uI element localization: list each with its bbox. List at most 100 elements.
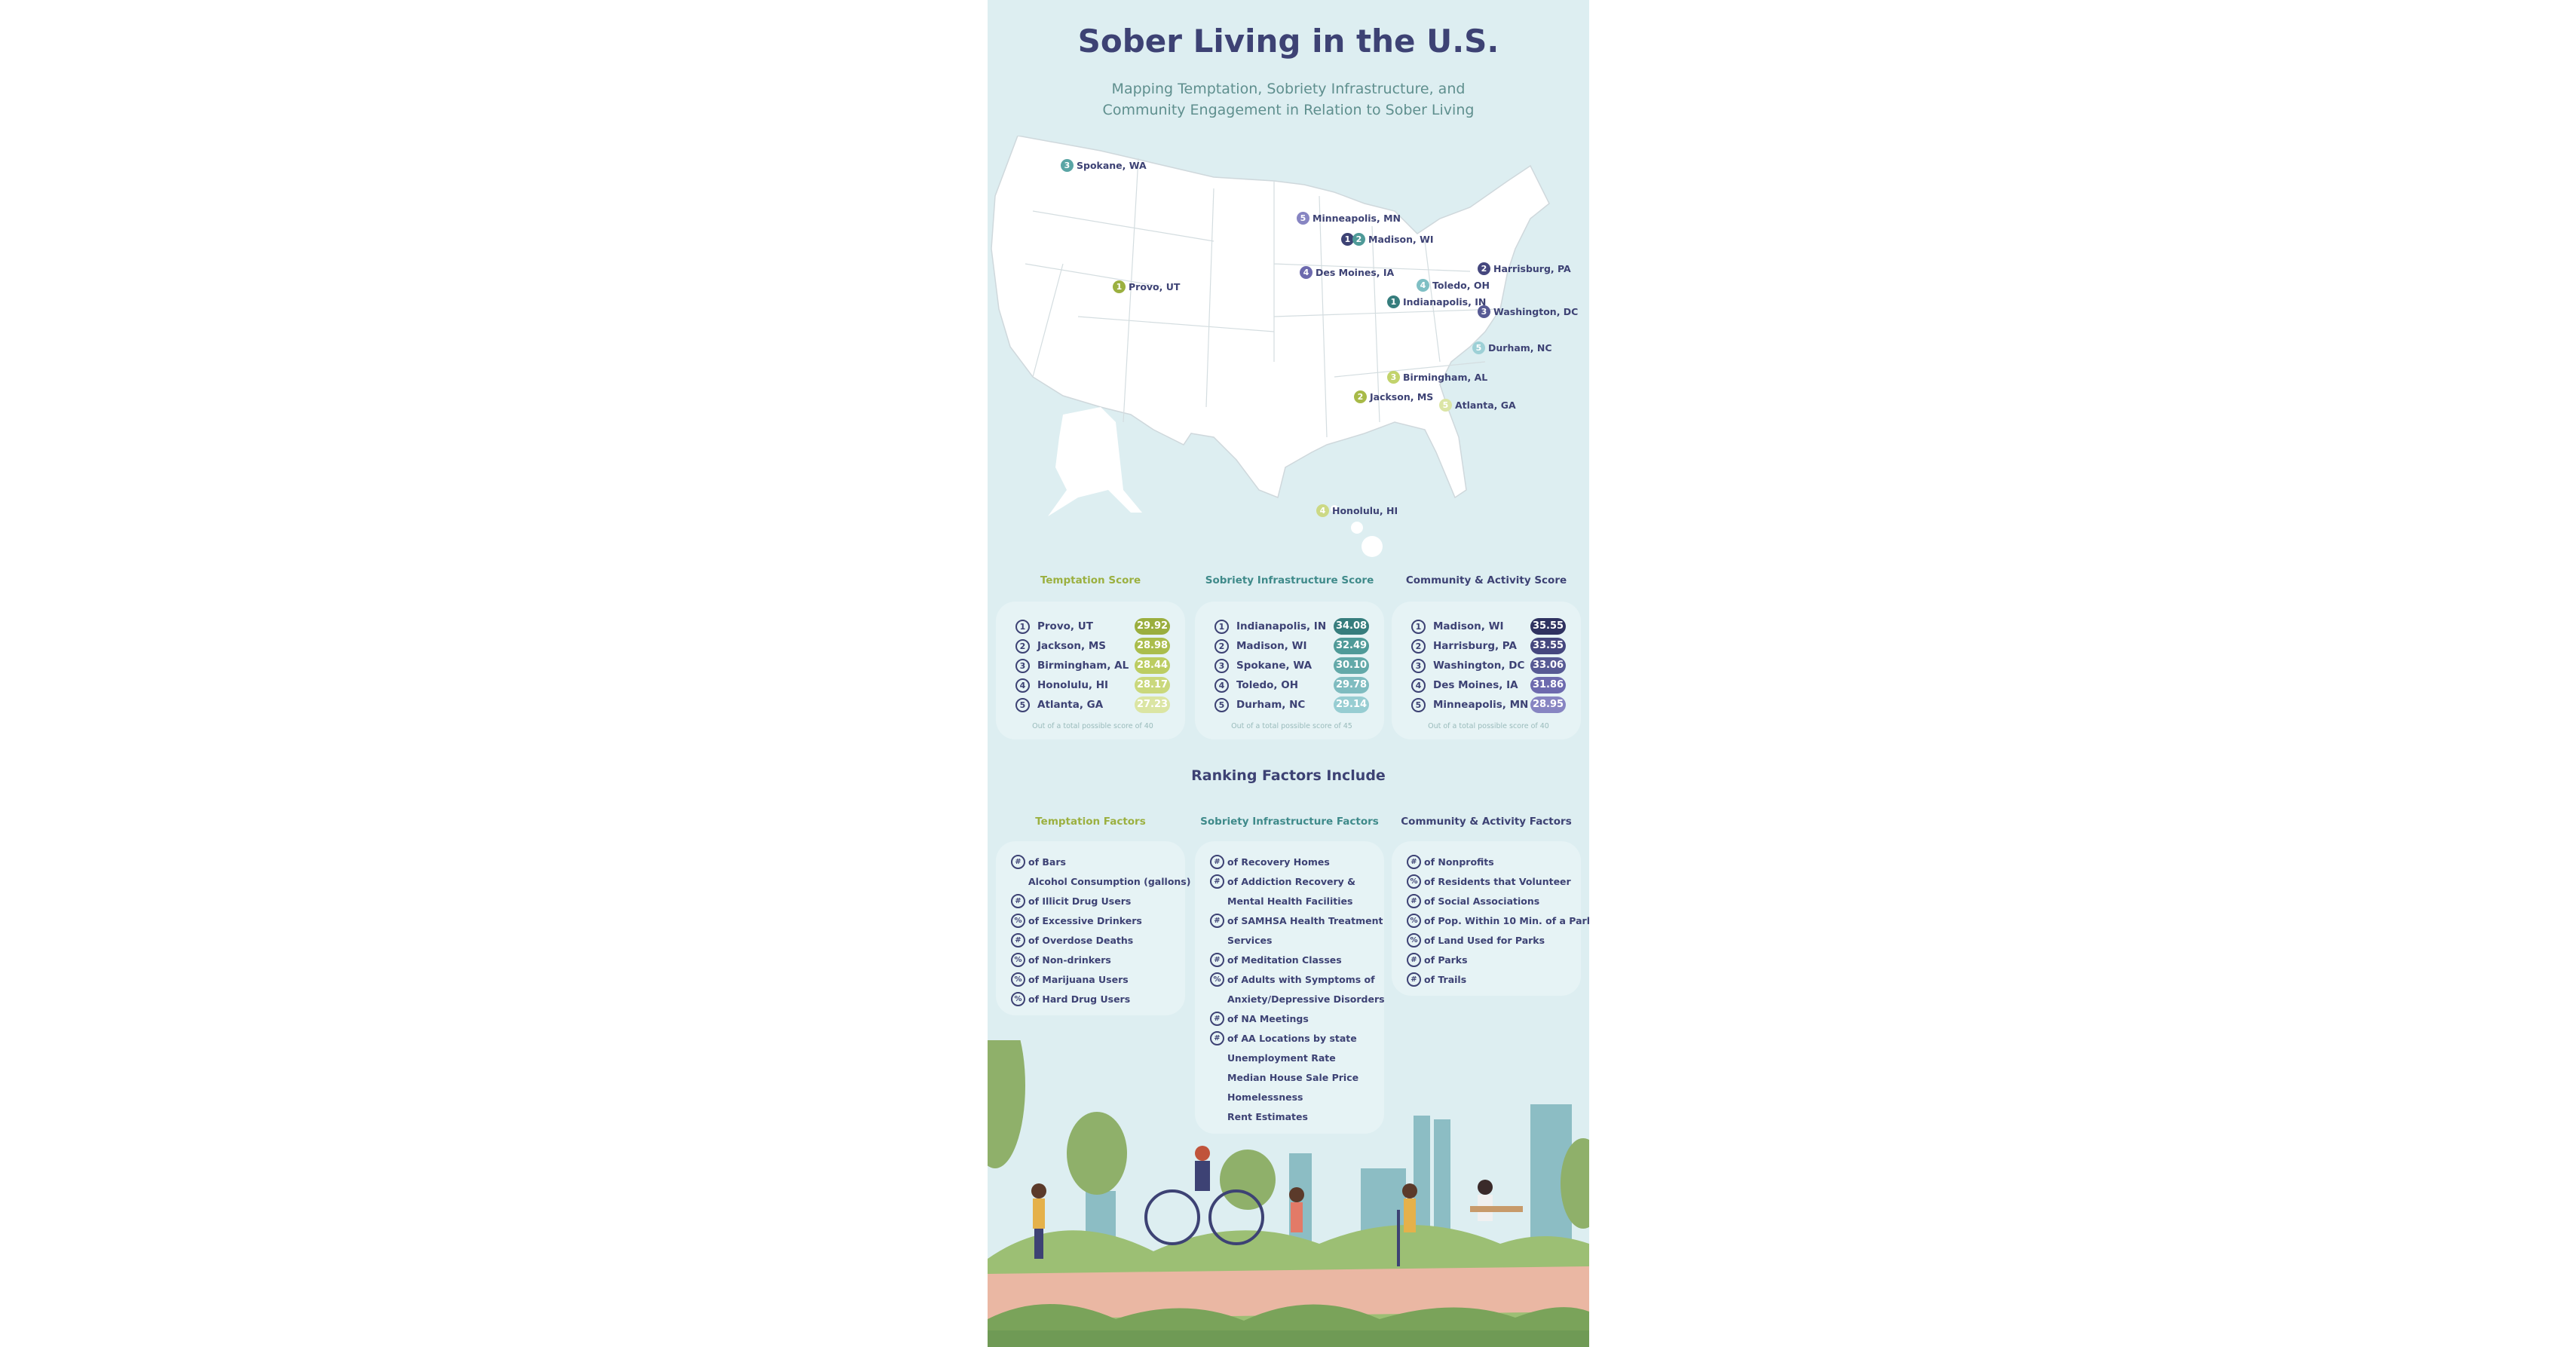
factor-text: of SAMHSA Health Treatment	[1227, 914, 1383, 926]
subtitle-line: Mapping Temptation, Sobriety Infrastruct…	[1111, 81, 1466, 97]
score-badge: 35.55	[1530, 618, 1566, 635]
pin-label: Durham, NC	[1488, 342, 1552, 354]
alaska-shape	[1048, 407, 1142, 516]
map-pin: 5 Durham, NC	[1472, 341, 1552, 354]
factor-item: # of NA Meetings	[1210, 1009, 1381, 1028]
number-sign-icon: #	[1210, 874, 1224, 889]
score-heading: Community & Activity Score	[1405, 574, 1567, 586]
number-sign-icon: #	[1011, 893, 1025, 908]
score-badge: 30.10	[1334, 657, 1369, 674]
city-name: Atlanta, GA	[1037, 699, 1104, 711]
rank-badge: 5	[1472, 341, 1485, 354]
map-pin: 4 Des Moines, IA	[1300, 266, 1394, 279]
rank-badge: 1	[1113, 280, 1126, 293]
rank-number: 5	[1411, 697, 1426, 712]
rank-number: 4	[1214, 678, 1229, 693]
pin-label: Harrisburg, PA	[1493, 263, 1571, 274]
pin-label: Toledo, OH	[1432, 280, 1490, 291]
score-row: 2 Jackson, MS 28.98	[1015, 636, 1170, 656]
pin-label: Des Moines, IA	[1316, 267, 1395, 278]
percent-icon: %	[1210, 972, 1224, 987]
tree	[1220, 1150, 1276, 1210]
score-note: Out of a total possible score of 40	[1032, 722, 1153, 730]
rank-number: 1	[1411, 619, 1426, 634]
rank-badge: 4	[1300, 266, 1313, 279]
number-sign-icon: #	[1407, 854, 1421, 869]
factors-heading: Community & Activity Factors	[1401, 816, 1572, 828]
state-lines	[1025, 158, 1501, 438]
score-row: 2 Madison, WI 32.49	[1214, 636, 1369, 656]
score-badge: 27.23	[1135, 696, 1170, 713]
number-sign-icon: #	[1407, 893, 1421, 908]
factor-text: of Addiction Recovery &	[1227, 875, 1356, 887]
score-card: 1 Madison, WI 35.55 2 Harrisburg, PA 33.55 3 Wa…	[1392, 602, 1581, 739]
tree	[1067, 1112, 1127, 1195]
score-row: 5 Atlanta, GA 27.23	[1015, 695, 1170, 715]
percent-icon: %	[1407, 932, 1421, 947]
score-row: 4 Honolulu, HI 28.17	[1015, 675, 1170, 695]
score-row: 5 Durham, NC 29.14	[1214, 695, 1369, 715]
factor-text: of Parks	[1424, 954, 1468, 966]
factor-item: # of Addiction Recovery &	[1210, 871, 1381, 891]
map-pin: 3 Spokane, WA	[1061, 159, 1147, 172]
rank-number: 4	[1015, 678, 1030, 693]
map-pin: 5 Minneapolis, MN	[1297, 212, 1401, 225]
factor-text: of Adults with Symptoms of	[1227, 973, 1375, 985]
score-note: Out of a total possible score of 45	[1231, 722, 1352, 730]
page-title: Sober Living in the U.S.	[1077, 23, 1499, 60]
score-badge: 29.92	[1135, 618, 1170, 635]
score-badge: 31.86	[1530, 677, 1566, 693]
factor-text: Median House Sale Price	[1227, 1071, 1359, 1083]
factor-text: of Land Used for Parks	[1424, 934, 1545, 946]
park-illustration	[988, 1040, 1589, 1347]
city-name: Des Moines, IA	[1433, 679, 1518, 691]
factor-text: of Illicit Drug Users	[1028, 895, 1132, 907]
score-badge: 28.44	[1135, 657, 1170, 674]
factor-item: # of Nonprofits	[1407, 852, 1578, 871]
path	[988, 1266, 1589, 1319]
pin-label: Minneapolis, MN	[1313, 213, 1401, 224]
pin-label: Spokane, WA	[1077, 160, 1147, 171]
score-row: 4 Des Moines, IA 31.86	[1411, 675, 1566, 695]
city-name: Jackson, MS	[1037, 640, 1107, 652]
city-name: Madison, WI	[1236, 640, 1307, 652]
factor-item: Median House Sale Price	[1210, 1067, 1381, 1087]
pin-label: Birmingham, AL	[1403, 372, 1488, 383]
factor-text: of Meditation Classes	[1227, 954, 1342, 966]
factor-item: % of Land Used for Parks	[1407, 930, 1578, 950]
rank-badge: 1	[1387, 295, 1400, 308]
pin-label: Indianapolis, IN	[1403, 296, 1487, 308]
factor-text: Anxiety/Depressive Disorders	[1227, 993, 1385, 1005]
score-card: 1 Indianapolis, IN 34.08 2 Madison, WI 32.49 3…	[1195, 602, 1384, 739]
factor-item: Homelessness	[1210, 1087, 1381, 1107]
factor-item: # of Parks	[1407, 950, 1578, 969]
factor-text: of Recovery Homes	[1227, 856, 1330, 868]
city-name: Madison, WI	[1433, 620, 1504, 632]
score-row: 5 Minneapolis, MN 28.95	[1411, 695, 1566, 715]
map-pin: 2 Jackson, MS	[1354, 390, 1433, 403]
score-row: 2 Harrisburg, PA 33.55	[1411, 636, 1566, 656]
percent-icon: %	[1011, 972, 1025, 987]
score-row: 1 Indianapolis, IN 34.08	[1214, 617, 1369, 636]
tree	[1561, 1138, 1589, 1229]
score-note: Out of a total possible score of 40	[1428, 722, 1549, 730]
city-name: Indianapolis, IN	[1236, 620, 1327, 632]
factor-item: # of Social Associations	[1407, 891, 1578, 911]
factor-item: # of Illicit Drug Users	[1011, 891, 1182, 911]
factor-item: # of SAMHSA Health Treatment	[1210, 911, 1383, 930]
pin-label: Atlanta, GA	[1455, 400, 1516, 411]
map-pin: 3 Birmingham, AL	[1387, 371, 1487, 384]
city-name: Provo, UT	[1037, 620, 1093, 632]
number-sign-icon: #	[1210, 1030, 1224, 1045]
factor-text: of Overdose Deaths	[1028, 934, 1134, 946]
city-name: Spokane, WA	[1236, 660, 1313, 672]
score-badge: 33.55	[1530, 638, 1566, 654]
number-sign-icon: #	[1210, 913, 1224, 928]
hawaii-shape	[1331, 505, 1383, 557]
rank-badge: 2	[1354, 390, 1367, 403]
rank-badge: 3	[1061, 159, 1074, 172]
number-sign-icon: #	[1407, 972, 1421, 987]
rank-badge: 3	[1478, 305, 1490, 318]
rank-number: 2	[1214, 638, 1229, 654]
city-name: Minneapolis, MN	[1433, 699, 1529, 711]
